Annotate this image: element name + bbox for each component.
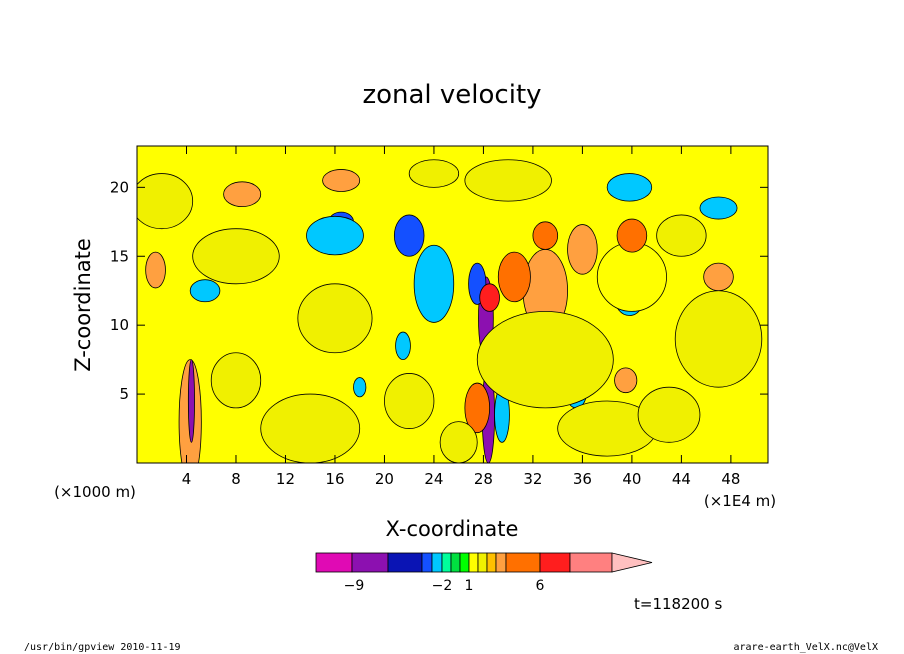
colorbar-swatch	[421, 552, 433, 573]
field-contour	[497, 251, 531, 303]
colorbar-swatch	[486, 552, 497, 573]
y-tick-label: 5	[119, 385, 129, 403]
field-contour	[192, 228, 280, 285]
field-contour	[322, 169, 361, 192]
field-contour	[260, 393, 361, 463]
x-tick-label: 24	[424, 470, 443, 488]
field-contour	[616, 218, 648, 253]
x-tick-label: 48	[721, 470, 740, 488]
colorbar-swatch	[569, 552, 613, 573]
field-contour	[476, 310, 614, 409]
y-tick-label: 20	[110, 178, 129, 196]
colorbar-swatch	[505, 552, 541, 573]
field-contour	[614, 367, 638, 394]
x-tick-label: 8	[231, 470, 241, 488]
y-axis-label: Z-coordinate	[71, 238, 95, 372]
x-tick-label: 12	[276, 470, 295, 488]
colorbar-swatch	[315, 552, 353, 573]
colorbar-tick-label: −2	[432, 578, 453, 594]
colorbar-swatch	[450, 552, 461, 573]
colorbar-tick-label: 6	[536, 578, 545, 594]
field-contour	[306, 215, 364, 256]
field-contour	[439, 421, 478, 463]
colorbar-swatch	[431, 552, 443, 573]
footer-right-text: arare-earth_VelX.nc@VelX	[734, 642, 879, 653]
x-tick-label: 44	[672, 470, 691, 488]
colorbar-swatch	[539, 552, 571, 573]
field-contour	[189, 279, 221, 303]
colorbar-tick-label: −9	[344, 578, 365, 594]
field-contour	[674, 290, 763, 388]
footer-left-text: /usr/bin/gpview 2010-11-19	[24, 642, 181, 653]
x-unit-label: (×1E4 m)	[704, 492, 776, 510]
x-axis-label: X-coordinate	[386, 517, 519, 541]
field-contour	[145, 251, 166, 289]
field-contour	[464, 159, 552, 202]
field-contour	[187, 359, 195, 443]
y-unit-label: (×1000 m)	[54, 483, 136, 501]
colorbar-swatch	[351, 552, 389, 573]
y-tick-label: 10	[110, 316, 129, 334]
field-contour	[210, 352, 262, 409]
colorbar-labels: −9 −2 1 6	[344, 578, 545, 594]
x-tick-label: 36	[573, 470, 592, 488]
x-tick-label: 4	[182, 470, 192, 488]
field-contour	[393, 214, 425, 257]
x-axis: 4 8 12 16 20 24 28 32 36 40 44 48	[182, 146, 740, 488]
x-tick-label: 40	[622, 470, 641, 488]
colorbar-extend-arrow	[611, 552, 653, 573]
chart-title: zonal velocity	[362, 80, 541, 110]
field-contour	[464, 382, 491, 434]
y-axis: 5 10 15 20	[110, 178, 768, 403]
field-contour	[384, 373, 435, 429]
x-tick-label: 32	[523, 470, 542, 488]
field-contour	[413, 244, 455, 323]
field-contour	[137, 173, 194, 230]
colorbar-swatch	[468, 552, 479, 573]
field-contour	[656, 214, 707, 257]
colorbar	[315, 552, 653, 573]
y-tick-label: 15	[110, 247, 129, 265]
field-contour	[395, 331, 411, 361]
plot-frame	[136, 145, 769, 464]
x-tick-label: 16	[325, 470, 344, 488]
field-contour	[532, 221, 559, 250]
plot-area	[137, 146, 768, 463]
colorbar-swatch	[495, 552, 507, 573]
colorbar-tick-label: 1	[465, 578, 474, 594]
colorbar-swatch	[477, 552, 488, 573]
field-contour	[408, 159, 460, 188]
field-contour	[297, 283, 373, 354]
colorbar-swatch	[441, 552, 452, 573]
field-contour	[567, 224, 598, 275]
field-contour	[223, 181, 262, 208]
field-contour	[596, 242, 667, 312]
field-contour	[353, 377, 367, 398]
x-tick-label: 20	[375, 470, 394, 488]
time-annotation: t=118200 s	[634, 595, 722, 613]
field-contour	[606, 173, 653, 202]
colorbar-swatch	[387, 552, 423, 573]
field-contour	[637, 386, 701, 443]
field-contour	[699, 196, 738, 220]
colorbar-swatch	[459, 552, 470, 573]
field-contour	[703, 262, 734, 292]
field-contour	[479, 283, 500, 312]
x-tick-label: 28	[474, 470, 493, 488]
